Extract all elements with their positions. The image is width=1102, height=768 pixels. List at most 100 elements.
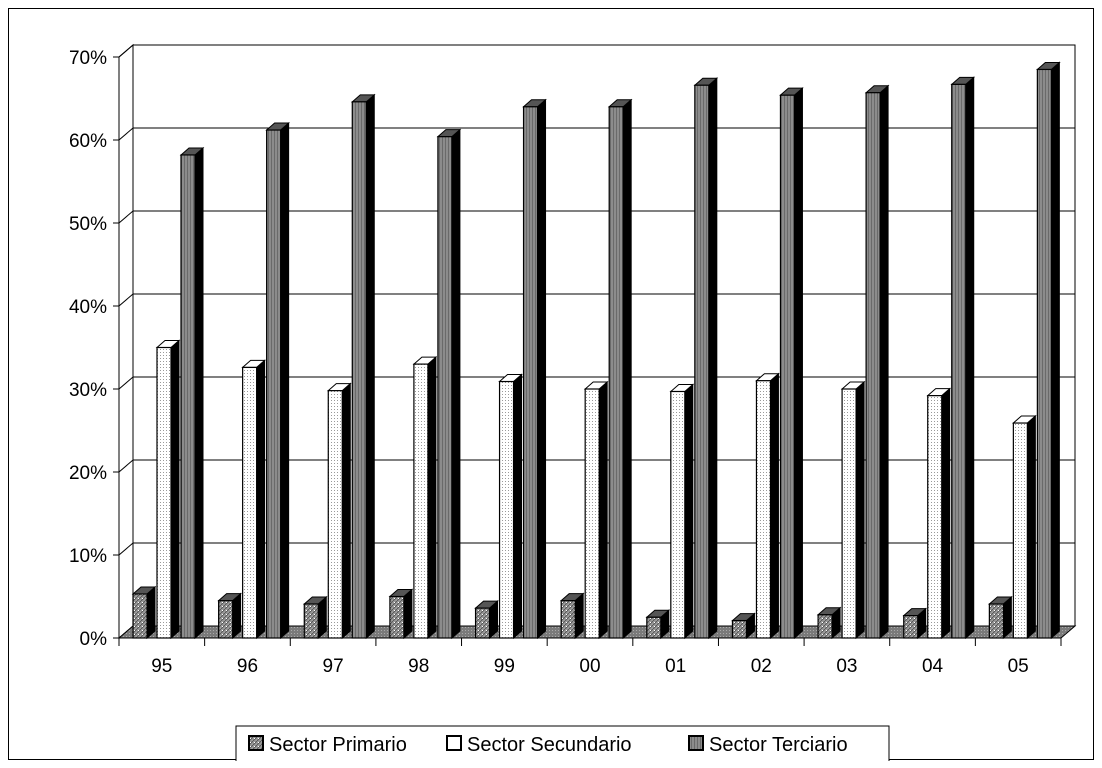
x-tick-label: 03: [836, 656, 857, 677]
bar-side: [574, 592, 584, 640]
bar: [155, 339, 181, 640]
x-tick-label: 98: [408, 656, 429, 677]
bar: [217, 592, 242, 640]
gridline-diagonal: [118, 127, 134, 141]
bar-front: [903, 614, 919, 639]
bar: [1036, 61, 1061, 640]
x-tick-label: 01: [665, 656, 686, 677]
legend-item: Sector Primario: [248, 734, 407, 756]
legend-swatch: [248, 735, 264, 751]
y-tick-label: 0%: [80, 629, 108, 650]
axes: 0% 10% 20% 30% 40% 50% 60% 70% 95 96 97 98 99 00 01 02 0…: [69, 48, 1062, 677]
bar: [731, 612, 756, 640]
bar-front: [646, 616, 662, 639]
bar: [902, 607, 928, 640]
bar-front: [560, 600, 576, 639]
bar-side: [769, 372, 779, 640]
bar-front: [865, 92, 881, 639]
bar: [583, 380, 609, 640]
bar-front: [266, 129, 282, 639]
bar-side: [941, 387, 951, 640]
legend-swatch: [688, 735, 704, 751]
bar-side: [1050, 61, 1060, 640]
bar-front: [817, 614, 833, 639]
legend-label: Sector Primario: [269, 734, 407, 756]
bar-front: [303, 603, 319, 639]
bar-front: [242, 366, 258, 639]
bar-front: [841, 388, 857, 639]
chart-frame: 0% 10% 20% 30% 40% 50% 60% 70% 95 96 97 98 99 00 01 02 0…: [8, 8, 1094, 761]
bar: [779, 87, 804, 640]
bar-front: [351, 101, 367, 639]
bar: [607, 98, 633, 640]
bar-side: [879, 84, 889, 640]
bar-front: [584, 388, 600, 639]
bar-front: [413, 363, 429, 639]
y-tick-label: 50%: [69, 214, 107, 235]
legend-label: Sector Terciario: [709, 734, 848, 756]
gridline-diagonal: [118, 210, 134, 224]
x-tick-label: 95: [151, 656, 172, 677]
legend-item: Sector Secundario: [446, 734, 632, 756]
bar: [988, 595, 1013, 640]
bar-side: [280, 121, 290, 640]
bar-front: [218, 600, 234, 639]
bar-side: [684, 383, 694, 640]
bar-front: [755, 380, 772, 639]
legend-box: [235, 725, 890, 761]
x-tick-label: 05: [1008, 656, 1029, 677]
y-tick-label: 40%: [69, 297, 107, 318]
bar-side: [427, 355, 437, 640]
bar-front: [731, 619, 748, 639]
bar-front: [437, 136, 453, 639]
bar-front: [389, 595, 405, 639]
y-tick-label: 20%: [69, 463, 107, 484]
bar: [388, 588, 414, 640]
bar: [864, 84, 890, 640]
bar: [302, 595, 328, 640]
bar: [326, 382, 352, 640]
legend-item: Sector Terciario: [688, 734, 848, 756]
bar: [840, 380, 866, 640]
bar-side: [793, 87, 803, 640]
bar-side: [537, 98, 547, 640]
gridline-diagonal: [118, 376, 134, 390]
bar: [179, 146, 205, 640]
x-tick-label: 99: [494, 656, 515, 677]
bar-side: [513, 373, 523, 640]
bar-side: [232, 592, 242, 640]
bar: [755, 372, 780, 640]
bar-side: [256, 359, 266, 640]
bar-front: [1036, 68, 1052, 639]
bar-front: [474, 607, 491, 639]
y-tick-label: 70%: [69, 48, 107, 69]
bar-front: [522, 106, 539, 639]
legend: Sector Primario Sector Secundario Sector T…: [235, 725, 890, 761]
legend-label: Sector Secundario: [467, 734, 632, 756]
bar-front: [327, 390, 343, 639]
bar-side: [170, 339, 180, 640]
bar: [1012, 414, 1037, 640]
gridline-diagonal: [118, 542, 134, 556]
bar-side: [622, 98, 632, 640]
bar: [350, 93, 376, 640]
y-tick-label: 10%: [69, 546, 107, 567]
gridline-diagonal: [118, 44, 134, 58]
x-tick-label: 97: [323, 656, 344, 677]
bar-side: [598, 380, 608, 640]
bar-side: [708, 77, 718, 640]
bar-front: [156, 346, 172, 639]
bar: [131, 585, 157, 640]
bar-front: [608, 106, 624, 639]
bar-front: [694, 84, 710, 639]
x-tick-label: 00: [579, 656, 600, 677]
bar-front: [132, 593, 148, 639]
bar: [950, 76, 976, 640]
bar: [474, 600, 499, 640]
bar-front: [779, 94, 796, 639]
bar-side: [1026, 414, 1036, 640]
gridline-diagonal: [118, 293, 134, 307]
bar-chart: 0% 10% 20% 30% 40% 50% 60% 70% 95 96 97 98 99 00 01 02 0…: [69, 43, 1077, 761]
bar-front: [180, 154, 196, 639]
bars: [131, 61, 1061, 640]
